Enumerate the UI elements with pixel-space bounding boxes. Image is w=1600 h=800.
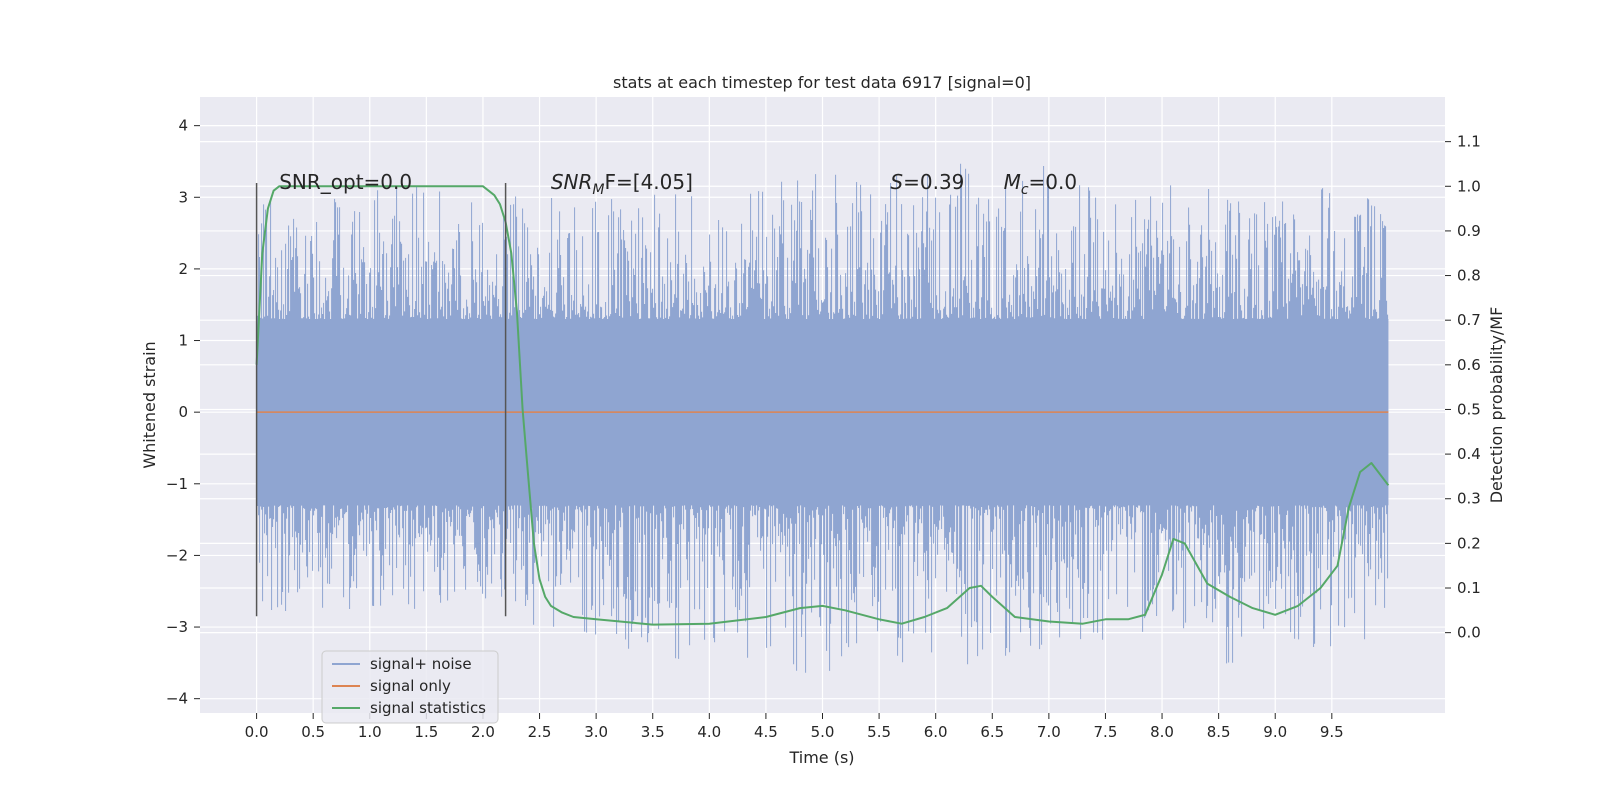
s-value-prefix: S	[890, 170, 903, 194]
x-tick-label: 3.0	[584, 723, 608, 741]
x-tick-label: 6.5	[980, 723, 1004, 741]
snr-mf-subscript: M	[592, 182, 604, 198]
y-right-tick-label: 0.5	[1457, 400, 1481, 418]
y-axis-label-left: Whitened strain	[140, 341, 159, 468]
y-left-tick-label: −2	[166, 546, 188, 564]
series-line-signal-statistics	[255, 185, 1390, 626]
line-layer	[255, 185, 1390, 626]
y-left-tick-label: −4	[166, 690, 188, 708]
x-tick-label: 8.5	[1207, 723, 1231, 741]
y-right-tick-label: 0.1	[1457, 579, 1481, 597]
mc-value-suffix: =0.0	[1029, 170, 1078, 194]
legend-label-signal-statistics: signal statistics	[370, 699, 486, 717]
x-tick-label: 0.0	[245, 723, 269, 741]
legend-label-signal-only: signal only	[370, 677, 451, 695]
y-right-tick-label: 0.0	[1457, 624, 1481, 642]
y-left-tick-label: 4	[178, 117, 188, 135]
x-tick-label: 3.5	[641, 723, 665, 741]
mc-value-subscript: c	[1021, 182, 1029, 198]
y-left-tick-label: 2	[178, 260, 188, 278]
x-tick-label: 6.0	[924, 723, 948, 741]
chart-title: stats at each timestep for test data 691…	[613, 73, 1031, 92]
x-tick-label: 5.5	[867, 723, 891, 741]
x-tick-label: 1.0	[358, 723, 382, 741]
y-right-tick-label: 0.6	[1457, 356, 1481, 374]
legend: signal+ noise signal only signal statist…	[321, 650, 499, 724]
y-right-tick-label: 0.2	[1457, 534, 1481, 552]
y-left-tick-label: −1	[166, 475, 188, 493]
snr-mf-prefix: SNR	[551, 170, 593, 194]
y-right-tick-label: 0.7	[1457, 311, 1481, 329]
s-value-suffix: =0.39	[903, 170, 964, 194]
x-tick-label: 2.0	[471, 723, 495, 741]
x-tick-label: 1.5	[414, 723, 438, 741]
x-tick-label: 4.0	[697, 723, 721, 741]
y-left-tick-label: −3	[166, 618, 188, 636]
y-right-tick-label: 0.9	[1457, 222, 1481, 240]
x-tick-label: 7.5	[1094, 723, 1118, 741]
x-tick-label: 9.0	[1263, 723, 1287, 741]
annotation-snr-mf: SNRMF=[4.05]	[551, 170, 693, 198]
x-tick-label: 2.5	[528, 723, 552, 741]
x-tick-label: 8.0	[1150, 723, 1174, 741]
x-tick-label: 9.5	[1320, 723, 1344, 741]
y-right-tick-label: 1.0	[1457, 177, 1481, 195]
tick-layer: 0.0 0.5 1.0 1.5 2.0 2.5 3.0 3.5 4.0 4.5 5.0 5.5 6.0 6…	[166, 117, 1481, 741]
y-left-tick-label: 1	[178, 332, 188, 350]
y-right-tick-label: 0.3	[1457, 490, 1481, 508]
annotation-mc-value: Mc=0.0	[1004, 170, 1078, 198]
snr-mf-suffix: F=[4.05]	[605, 170, 693, 194]
y-right-tick-label: 0.8	[1457, 267, 1481, 285]
x-tick-label: 0.5	[301, 723, 325, 741]
y-axis-label-right: Detection probability/MF	[1487, 307, 1506, 504]
y-right-tick-label: 0.4	[1457, 445, 1481, 463]
x-tick-label: 7.0	[1037, 723, 1061, 741]
x-tick-label: 4.5	[754, 723, 778, 741]
y-left-tick-label: 0	[178, 403, 188, 421]
annotation-snr-opt: SNR_opt=0.0	[279, 170, 412, 194]
legend-frame	[321, 650, 499, 724]
mc-value-prefix: M	[1004, 170, 1021, 194]
annotation-s-value: S=0.39	[890, 170, 964, 194]
legend-label-signal-noise: signal+ noise	[370, 655, 472, 673]
y-right-tick-label: 1.1	[1457, 133, 1481, 151]
vline-layer	[255, 182, 507, 617]
x-axis-label: Time (s)	[788, 748, 854, 767]
y-left-tick-label: 3	[178, 188, 188, 206]
x-tick-label: 5.0	[811, 723, 835, 741]
